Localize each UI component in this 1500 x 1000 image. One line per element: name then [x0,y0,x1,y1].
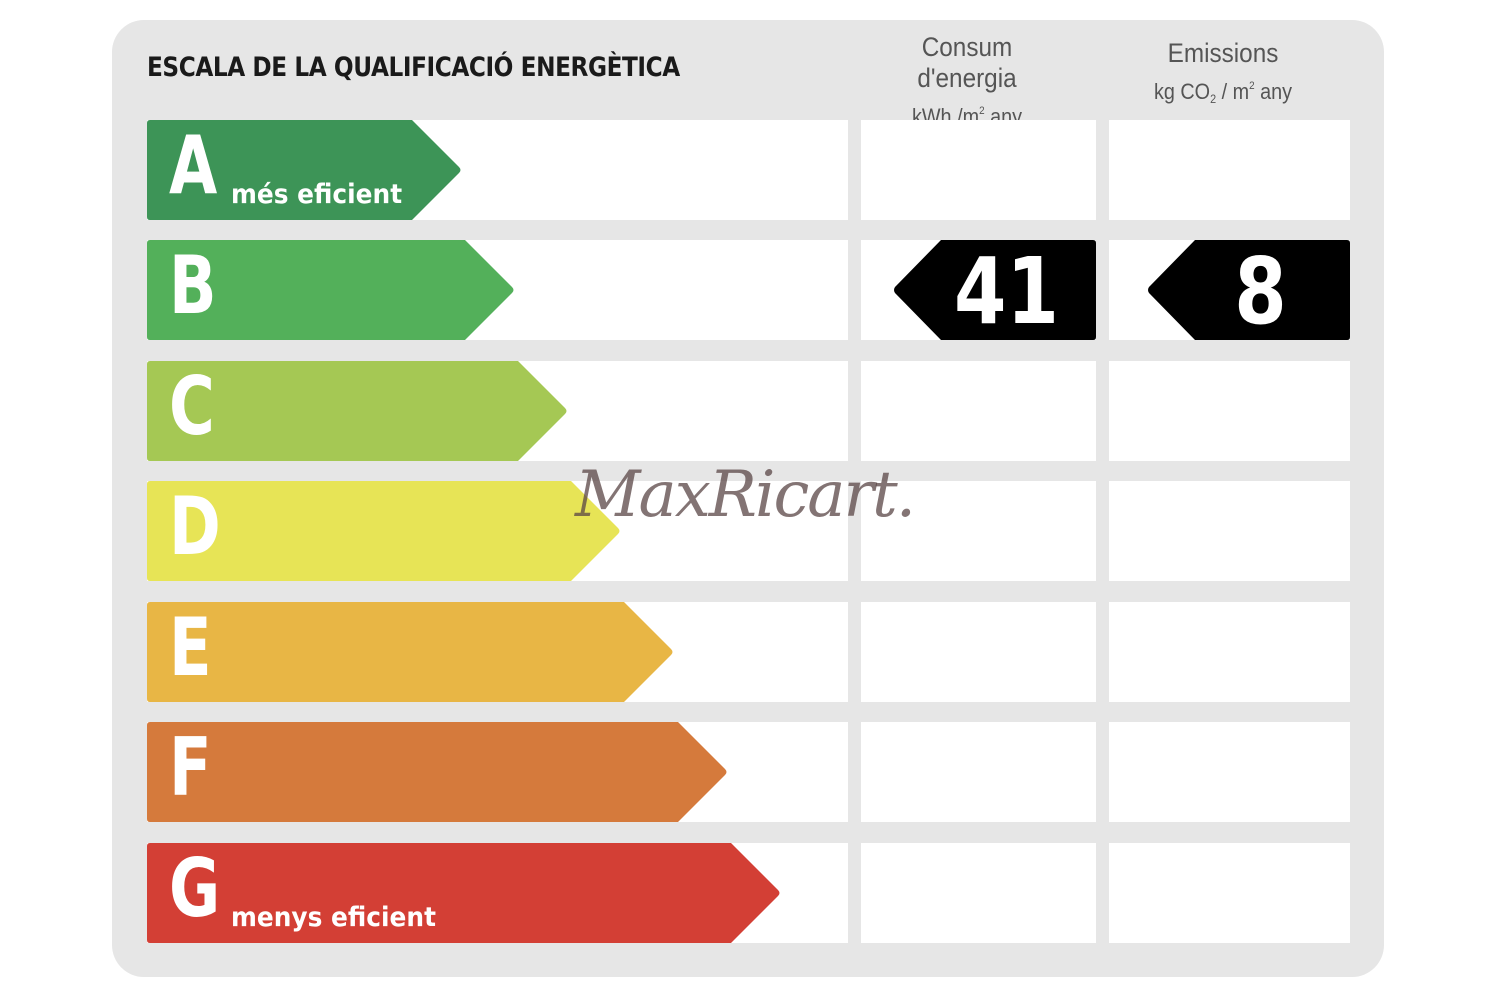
class-arrow-f [147,722,727,822]
consumption-cell [861,602,1096,702]
label-title: ESCALA DE LA QUALIFICACIÓ ENERGÈTICA [147,52,680,83]
consumption-cell [861,481,1096,581]
emissions-cell [1109,361,1350,461]
emissions-cell [1109,481,1350,581]
consumption-rating-marker: 41 [893,238,1096,345]
class-letter: D [169,480,221,573]
class-letter: G [169,842,221,935]
consumption-column-header: Consum d'energia kWh /m2 any [862,32,1072,130]
emissions-cell [1109,120,1350,220]
consumption-rating-marker-value: 41 [954,238,1059,345]
emissions-rating-marker: 8 [1147,238,1350,345]
watermark-logo: MaxRicart. [575,458,916,532]
class-arrow-a [147,120,461,220]
emissions-cell [1109,843,1350,943]
consumption-cell [861,120,1096,220]
class-arrow-e [147,602,673,702]
emissions-rating-marker-value: 8 [1234,238,1287,345]
class-letter: B [169,239,217,332]
emissions-column-header: Emissions kg CO2 / m2 any [1118,38,1328,106]
consumption-cell [861,843,1096,943]
class-arrow-c [147,361,567,461]
class-sublabel: menys eficient [231,902,436,933]
class-arrow-g [147,843,780,943]
emissions-header-unit: kg CO2 / m2 any [1153,79,1293,106]
class-letter: A [169,119,218,212]
consumption-header-title: Consum d'energia [917,32,1017,93]
class-sublabel: més eficient [231,179,403,210]
class-arrow-d [147,481,620,581]
class-letter: F [169,721,212,814]
class-letter: C [169,360,215,453]
emissions-cell [1109,602,1350,702]
consumption-cell [861,722,1096,822]
consumption-cell [861,361,1096,461]
emissions-cell [1109,722,1350,822]
emissions-header-title: Emissions [1167,38,1279,68]
class-arrow-b [147,240,514,340]
class-letter: E [169,601,212,694]
